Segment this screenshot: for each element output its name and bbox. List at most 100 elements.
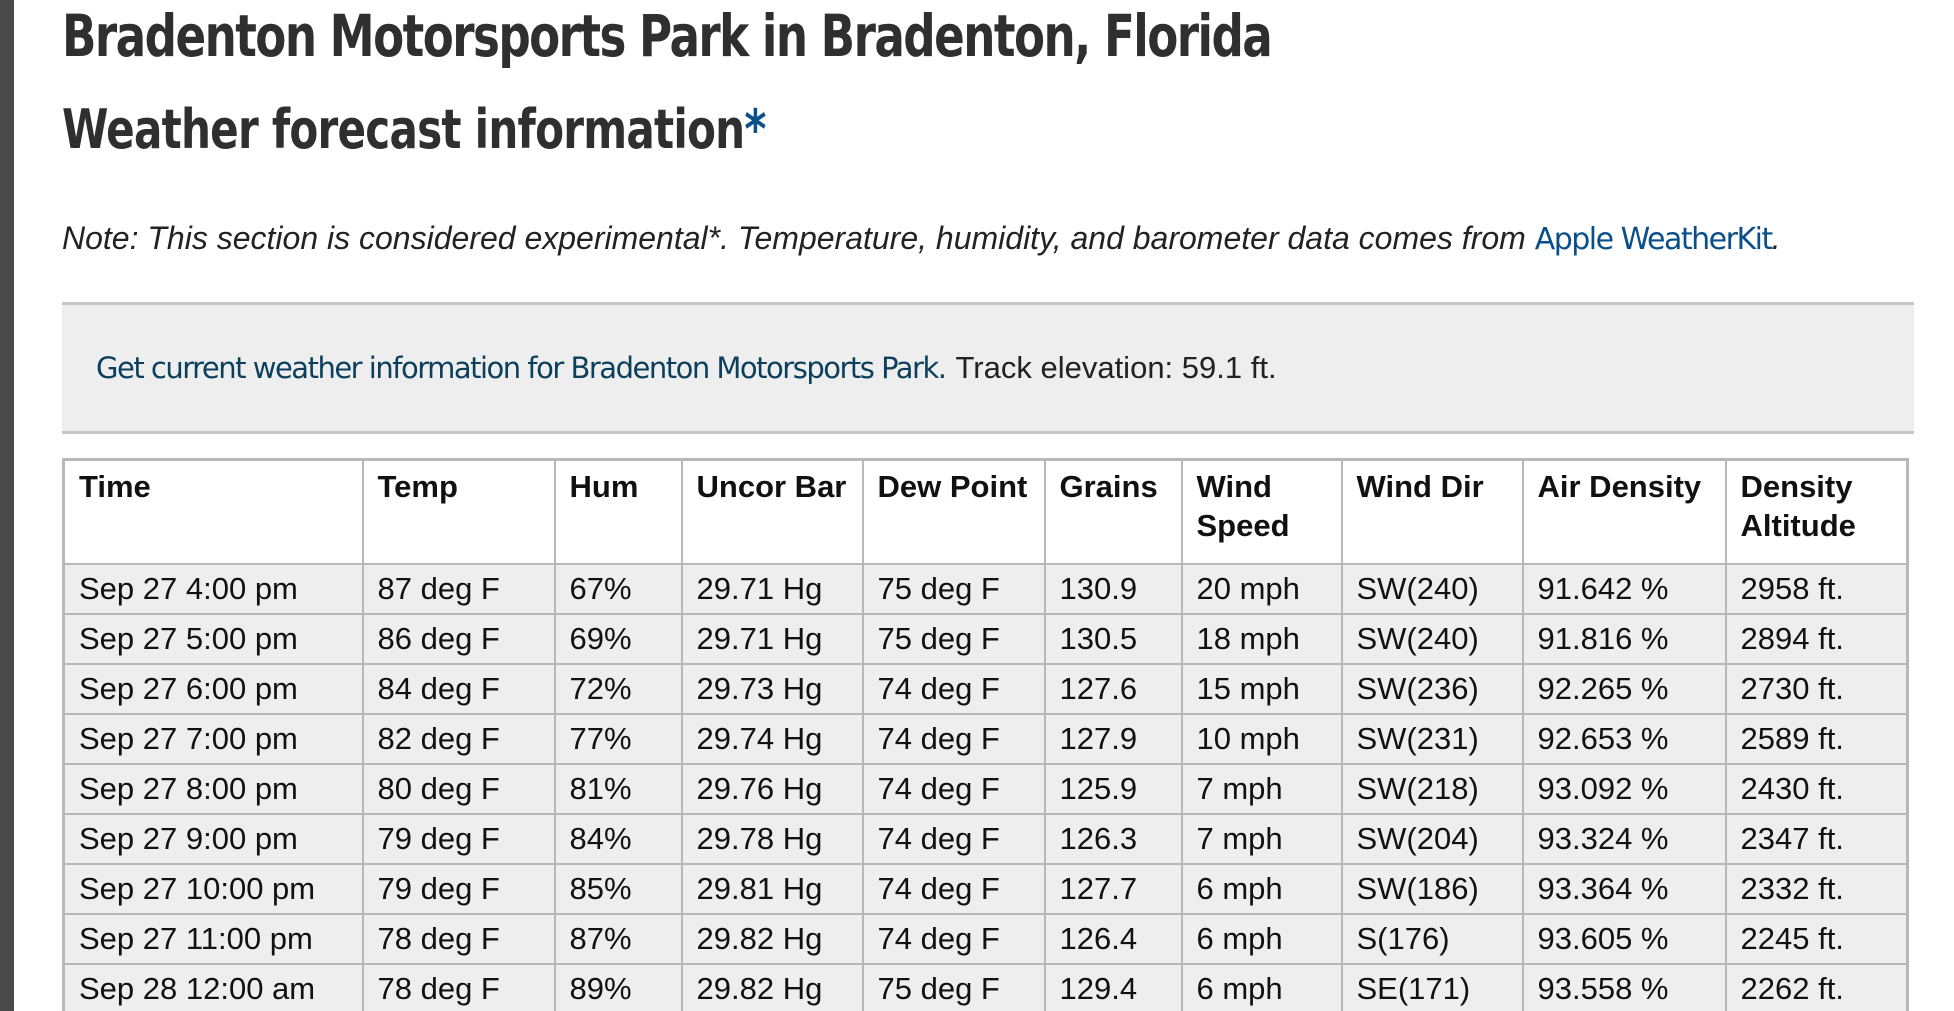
table-cell: 29.78 Hg	[680, 813, 864, 865]
table-cell: 126.4	[1043, 913, 1183, 965]
table-cell: 86 deg F	[361, 613, 556, 665]
note-tail: .	[1771, 220, 1781, 256]
table-cell: 92.653 %	[1521, 713, 1727, 765]
table-cell: 91.642 %	[1521, 563, 1727, 615]
column-header: Density Altitude	[1724, 458, 1909, 565]
column-header: Time	[62, 458, 364, 565]
table-cell: 74 deg F	[861, 713, 1046, 765]
column-header: Dew Point	[861, 458, 1046, 565]
table-cell: 69%	[553, 613, 683, 665]
page: Bradenton Motorsports Park in Bradenton,…	[14, 0, 1954, 1011]
track-elevation: Track elevation: 59.1 ft.	[955, 350, 1277, 385]
table-cell: 2332 ft.	[1724, 863, 1909, 915]
table-cell: 130.9	[1043, 563, 1183, 615]
table-cell: 67%	[553, 563, 683, 615]
table-cell: 15 mph	[1180, 663, 1343, 715]
apple-weatherkit-link[interactable]: Apple WeatherKit	[1534, 222, 1774, 257]
column-header: Temp	[361, 458, 556, 565]
table-cell: 29.76 Hg	[680, 763, 864, 815]
table-row: Sep 27 7:00 pm 82 deg F 77% 29.74 Hg 74 deg …	[62, 713, 1909, 765]
table-header-row: Time Temp Hum Uncor Bar Dew Point Grains Wind …	[62, 458, 1909, 565]
table-cell: 92.265 %	[1521, 663, 1727, 715]
table-cell: 29.71 Hg	[680, 613, 864, 665]
table-cell: 93.605 %	[1521, 913, 1727, 965]
experimental-note: Note: This section is considered experim…	[62, 220, 1781, 257]
table-cell: 74 deg F	[861, 863, 1046, 915]
table-cell: Sep 27 5:00 pm	[62, 613, 364, 665]
table-cell: 18 mph	[1180, 613, 1343, 665]
column-header: Hum	[553, 458, 683, 565]
table-cell: 127.6	[1043, 663, 1183, 715]
table-cell: 2730 ft.	[1724, 663, 1909, 715]
table-cell: 81%	[553, 763, 683, 815]
current-weather-link[interactable]: Get current weather information for Brad…	[96, 351, 947, 385]
table-cell: SW(204)	[1340, 813, 1524, 865]
table-row: Sep 27 8:00 pm 80 deg F 81% 29.76 Hg 74 deg …	[62, 763, 1909, 815]
section-title-text: Weather forecast information	[62, 98, 745, 161]
table-cell: 78 deg F	[361, 913, 556, 965]
table-cell: SW(186)	[1340, 863, 1524, 915]
table-cell: Sep 27 7:00 pm	[62, 713, 364, 765]
table-cell: 78 deg F	[361, 963, 556, 1011]
table-cell: 6 mph	[1180, 863, 1343, 915]
table-cell: 84 deg F	[361, 663, 556, 715]
table-row: Sep 27 10:00 pm 79 deg F 85% 29.81 Hg 74 deg…	[62, 863, 1909, 915]
table-cell: 79 deg F	[361, 813, 556, 865]
table-cell: 2894 ft.	[1724, 613, 1909, 665]
table-cell: 87%	[553, 913, 683, 965]
table-cell: SW(231)	[1340, 713, 1524, 765]
table-cell: 6 mph	[1180, 913, 1343, 965]
table-row: Sep 27 4:00 pm 87 deg F 67% 29.71 Hg 75 deg …	[62, 563, 1909, 615]
table-cell: 29.74 Hg	[680, 713, 864, 765]
table-cell: Sep 28 12:00 am	[62, 963, 364, 1011]
table-cell: 93.558 %	[1521, 963, 1727, 1011]
table-cell: 2958 ft.	[1724, 563, 1909, 615]
table-cell: 87 deg F	[361, 563, 556, 615]
table-cell: 93.092 %	[1521, 763, 1727, 815]
table-cell: 7 mph	[1180, 813, 1343, 865]
table-cell: Sep 27 9:00 pm	[62, 813, 364, 865]
table-cell: 82 deg F	[361, 713, 556, 765]
table-row: Sep 27 6:00 pm 84 deg F 72% 29.73 Hg 74 deg …	[62, 663, 1909, 715]
table-cell: Sep 27 4:00 pm	[62, 563, 364, 615]
table-cell: Sep 27 10:00 pm	[62, 863, 364, 915]
forecast-table: Time Temp Hum Uncor Bar Dew Point Grains Wind …	[62, 458, 1909, 1011]
table-cell: 74 deg F	[861, 913, 1046, 965]
page-title: Bradenton Motorsports Park in Bradenton,…	[62, 2, 1273, 70]
table-cell: 29.82 Hg	[680, 963, 864, 1011]
table-cell: 29.82 Hg	[680, 913, 864, 965]
table-cell: SE(171)	[1340, 963, 1524, 1011]
table-cell: 93.324 %	[1521, 813, 1727, 865]
table-cell: 91.816 %	[1521, 613, 1727, 665]
table-cell: 125.9	[1043, 763, 1183, 815]
column-header: Wind Speed	[1180, 458, 1343, 565]
table-cell: Sep 27 11:00 pm	[62, 913, 364, 965]
table-cell: SW(236)	[1340, 663, 1524, 715]
table-cell: 74 deg F	[861, 763, 1046, 815]
table-cell: 72%	[553, 663, 683, 715]
table-cell: 75 deg F	[861, 613, 1046, 665]
table-row: Sep 27 5:00 pm 86 deg F 69% 29.71 Hg 75 deg …	[62, 613, 1909, 665]
table-cell: 74 deg F	[861, 813, 1046, 865]
table-row: Sep 28 12:00 am 78 deg F 89% 29.82 Hg 75 deg…	[62, 963, 1909, 1011]
table-cell: 80 deg F	[361, 763, 556, 815]
table-cell: 129.4	[1043, 963, 1183, 1011]
table-cell: 2262 ft.	[1724, 963, 1909, 1011]
table-cell: 29.73 Hg	[680, 663, 864, 715]
table-cell: 7 mph	[1180, 763, 1343, 815]
table-cell: 84%	[553, 813, 683, 865]
table-cell: SW(240)	[1340, 613, 1524, 665]
column-header: Uncor Bar	[680, 458, 864, 565]
table-cell: 2589 ft.	[1724, 713, 1909, 765]
column-header: Wind Dir	[1340, 458, 1524, 565]
table-cell: 93.364 %	[1521, 863, 1727, 915]
table-cell: 6 mph	[1180, 963, 1343, 1011]
section-title: Weather forecast information*	[62, 98, 766, 161]
note-text: Note: This section is considered experim…	[62, 220, 1535, 256]
experimental-asterisk-link[interactable]: *	[744, 98, 766, 161]
table-cell: S(176)	[1340, 913, 1524, 965]
column-header: Air Density	[1521, 458, 1727, 565]
table-cell: 77%	[553, 713, 683, 765]
table-cell: SW(218)	[1340, 763, 1524, 815]
table-cell: 130.5	[1043, 613, 1183, 665]
